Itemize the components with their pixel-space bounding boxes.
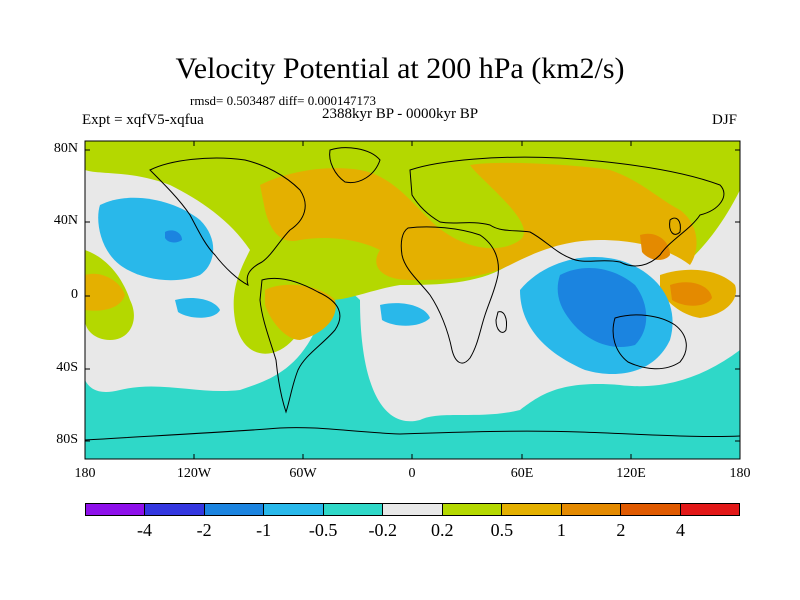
colorbar-label: 1 — [556, 520, 566, 540]
y-tick-label: 40S — [56, 360, 78, 375]
colorbar-label: 0.2 — [431, 520, 454, 540]
positive-orange-zone-samerica — [265, 284, 336, 340]
y-tick-label: 0 — [71, 287, 78, 302]
x-tick-label: 180 — [74, 466, 96, 481]
rmsd-stats: rmsd= 0.503487 diff= 0.000147173 — [190, 93, 376, 108]
colorbar-segment — [264, 504, 324, 515]
colorbar-label: -2 — [196, 520, 212, 540]
africa-outline — [400, 226, 499, 364]
colorbar-label: -0.2 — [368, 520, 397, 540]
y-tick-label: 80S — [56, 432, 78, 447]
colorbar-segment — [323, 504, 384, 515]
contour-fill-layer — [85, 141, 740, 459]
season-label: DJF — [712, 112, 738, 128]
colorbar-segment — [145, 504, 205, 515]
positive-orange-zone-pacific — [85, 273, 125, 311]
tick-marks — [84, 141, 741, 459]
colorbar-segment — [86, 504, 146, 515]
antarctica-outline — [85, 427, 740, 441]
colorbar-segment — [383, 504, 443, 515]
greenland-outline — [329, 147, 381, 184]
time-period-label: 2388kyr BP - 0000kyr BP — [322, 106, 479, 122]
y-tick-label: 40N — [53, 213, 78, 228]
north-america-outline — [149, 157, 306, 286]
colorbar-label: -1 — [256, 520, 272, 540]
colorbar-label: 4 — [675, 520, 685, 540]
colorbar-segment — [502, 504, 562, 515]
experiment-label: Expt = xqfV5-xqfua — [82, 112, 204, 128]
negative-blue-core — [557, 267, 647, 348]
x-tick-label: 180 — [729, 466, 751, 481]
colorbar-label: 2 — [616, 520, 626, 540]
japan-outline — [669, 217, 681, 235]
colorbar-segment — [561, 504, 622, 515]
y-tick-label: 80N — [53, 141, 78, 156]
colorbar-label: -4 — [137, 520, 153, 540]
colorbar-segment — [204, 504, 265, 515]
eurasia-outline — [409, 156, 725, 267]
colorbar — [85, 503, 740, 516]
negative-blue-core-npacific — [165, 230, 182, 243]
negative-lightblue-zone-epacific — [175, 298, 220, 318]
x-tick-label: 120E — [616, 466, 646, 481]
positive-orange-zone-north — [260, 162, 697, 280]
colorbar-segment — [621, 504, 681, 515]
positive-darkorange-zone-east — [670, 282, 712, 306]
colorbar-label: 0.5 — [490, 520, 514, 540]
colorbar-label: -0.5 — [308, 520, 338, 540]
colorbar-segment — [680, 504, 739, 515]
australia-outline — [612, 314, 687, 370]
colorbar-segment — [442, 504, 503, 515]
x-tick-label: 0 — [408, 466, 416, 481]
x-tick-label: 60E — [510, 466, 534, 481]
x-tick-label: 120W — [176, 466, 212, 481]
coastline-layer — [85, 147, 740, 441]
plot-title: Velocity Potential at 200 hPa (km2/s) — [175, 52, 625, 85]
negative-lightblue-zone-atlantic — [380, 303, 430, 326]
south-america-outline — [259, 277, 341, 414]
negative-lightblue-zone-npacific — [98, 197, 214, 281]
positive-darkorange-zone — [640, 233, 670, 260]
x-tick-label: 60W — [289, 466, 317, 481]
madagascar-outline — [495, 311, 507, 333]
